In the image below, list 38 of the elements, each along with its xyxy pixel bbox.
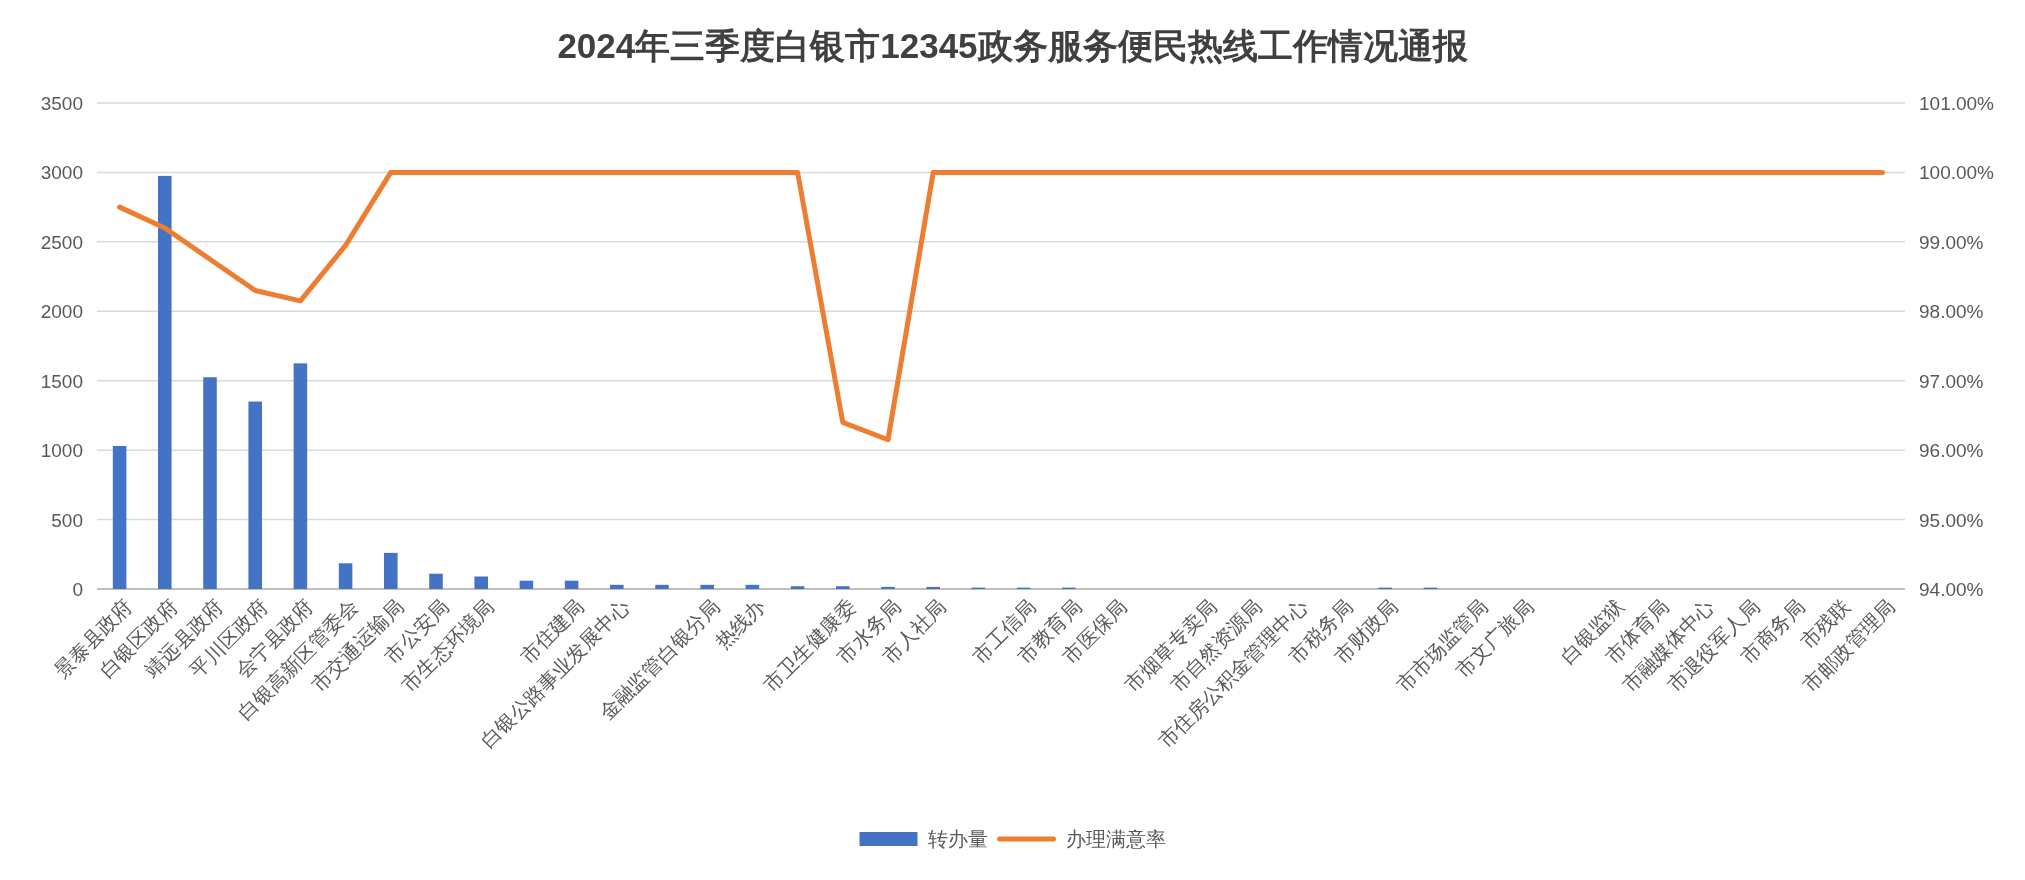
bar: [203, 377, 217, 589]
bar: [112, 445, 127, 589]
y-tick-label: 1500: [40, 370, 83, 392]
y2-tick-label: 99.00%: [1919, 231, 1984, 253]
legend-label: 办理满意率: [1065, 828, 1166, 850]
y2-tick-label: 97.00%: [1919, 370, 1984, 392]
bar: [564, 580, 579, 589]
y-tick-label: 2000: [40, 301, 83, 323]
bar: [248, 401, 262, 589]
bar: [700, 584, 714, 589]
title: 2024年三季度白银市12345政务服务便民热线工作情况通报: [557, 26, 1468, 65]
bar: [519, 580, 534, 589]
y-tick-label: 2500: [40, 231, 83, 253]
y-tick-label: 1000: [40, 440, 83, 462]
bar: [158, 175, 172, 589]
y-tick-label: 3500: [40, 93, 83, 114]
y-tick-label: 3000: [40, 162, 83, 184]
bar: [338, 563, 353, 589]
y2-tick-label: 96.00%: [1919, 440, 1984, 462]
bar: [655, 584, 669, 589]
legend-label: 转办量: [927, 828, 988, 850]
bar: [790, 586, 805, 589]
bar: [610, 584, 624, 589]
bar: [474, 576, 488, 589]
y2-tick-label: 100.00%: [1919, 162, 1995, 184]
y-tick-label: 0: [72, 579, 83, 600]
y2-tick-label: 95.00%: [1919, 509, 1984, 531]
bar: [881, 586, 895, 589]
bar: [384, 552, 398, 589]
bar: [429, 573, 443, 589]
y2-tick-label: 101.00%: [1919, 93, 1995, 114]
y2-tick-label: 98.00%: [1919, 301, 1984, 323]
bar: [836, 586, 850, 589]
y2-tick-label: 94.00%: [1919, 579, 1984, 600]
bar: [293, 363, 308, 589]
bar: [745, 584, 760, 589]
bar: [926, 586, 940, 589]
y-tick-label: 500: [51, 509, 83, 531]
